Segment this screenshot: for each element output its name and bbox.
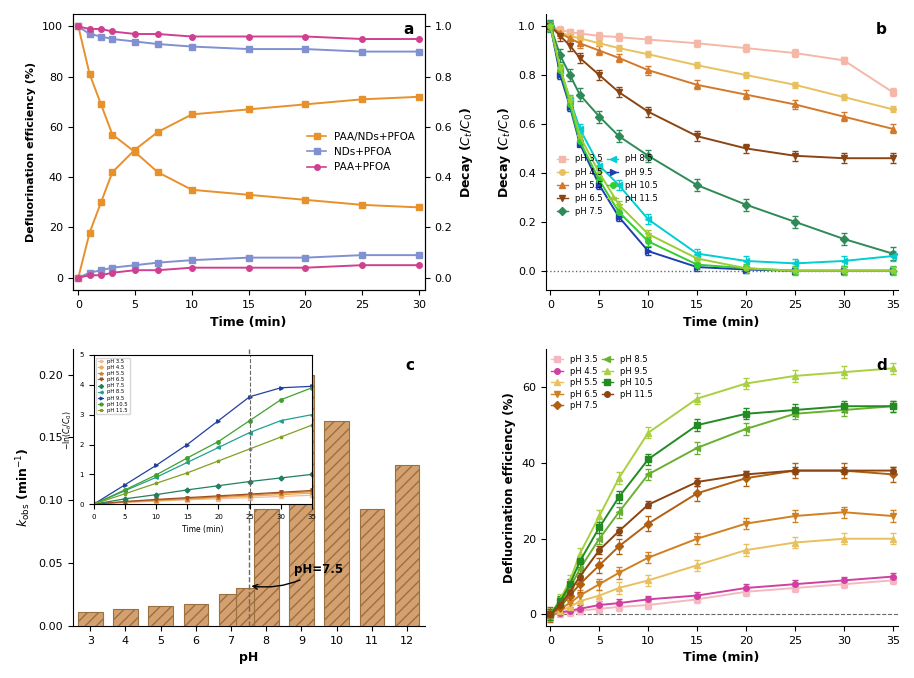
Legend: PAA/NDs+PFOA, NDs+PFOA, PAA+PFOA: PAA/NDs+PFOA, NDs+PFOA, PAA+PFOA — [303, 127, 420, 176]
X-axis label: Time (min): Time (min) — [684, 315, 760, 329]
Legend: pH 3.5, pH 4.5, pH 5.5, pH 6.5, pH 7.5, pH 8.5, pH 9.5, pH 10.5, pH 11.5: pH 3.5, pH 4.5, pH 5.5, pH 6.5, pH 7.5, … — [553, 151, 661, 220]
Text: b: b — [877, 22, 887, 37]
Text: pH=7.5: pH=7.5 — [253, 563, 344, 589]
Text: d: d — [877, 358, 887, 373]
Bar — [395, 465, 420, 626]
Bar — [218, 595, 243, 626]
X-axis label: pH: pH — [239, 651, 259, 664]
Text: a: a — [404, 22, 414, 37]
Bar — [289, 374, 314, 626]
Bar — [78, 612, 102, 626]
Bar — [359, 509, 384, 626]
Bar — [113, 610, 138, 626]
Y-axis label: Decay ($C_t$/$C_0$): Decay ($C_t$/$C_0$) — [495, 106, 513, 198]
Y-axis label: $k_{\mathrm{obs}}$ (min$^{-1}$): $k_{\mathrm{obs}}$ (min$^{-1}$) — [14, 448, 33, 527]
Y-axis label: Decay ($C_t$/$C_0$): Decay ($C_t$/$C_0$) — [458, 106, 474, 198]
Y-axis label: Defluorination efficiency (%): Defluorination efficiency (%) — [27, 62, 37, 242]
Legend: pH 3.5, pH 4.5, pH 5.5, pH 6.5, pH 7.5, pH 8.5, pH 9.5, pH 10.5, pH 11.5: pH 3.5, pH 4.5, pH 5.5, pH 6.5, pH 7.5, … — [549, 354, 654, 412]
Text: c: c — [405, 358, 414, 373]
Bar — [254, 509, 279, 626]
X-axis label: Time (min): Time (min) — [210, 315, 287, 329]
X-axis label: Time (min): Time (min) — [684, 651, 760, 664]
Bar — [324, 421, 349, 626]
Bar — [237, 588, 261, 626]
Bar — [148, 605, 173, 626]
Bar — [184, 605, 208, 626]
Y-axis label: Defluorination efficiency (%): Defluorination efficiency (%) — [503, 393, 516, 583]
